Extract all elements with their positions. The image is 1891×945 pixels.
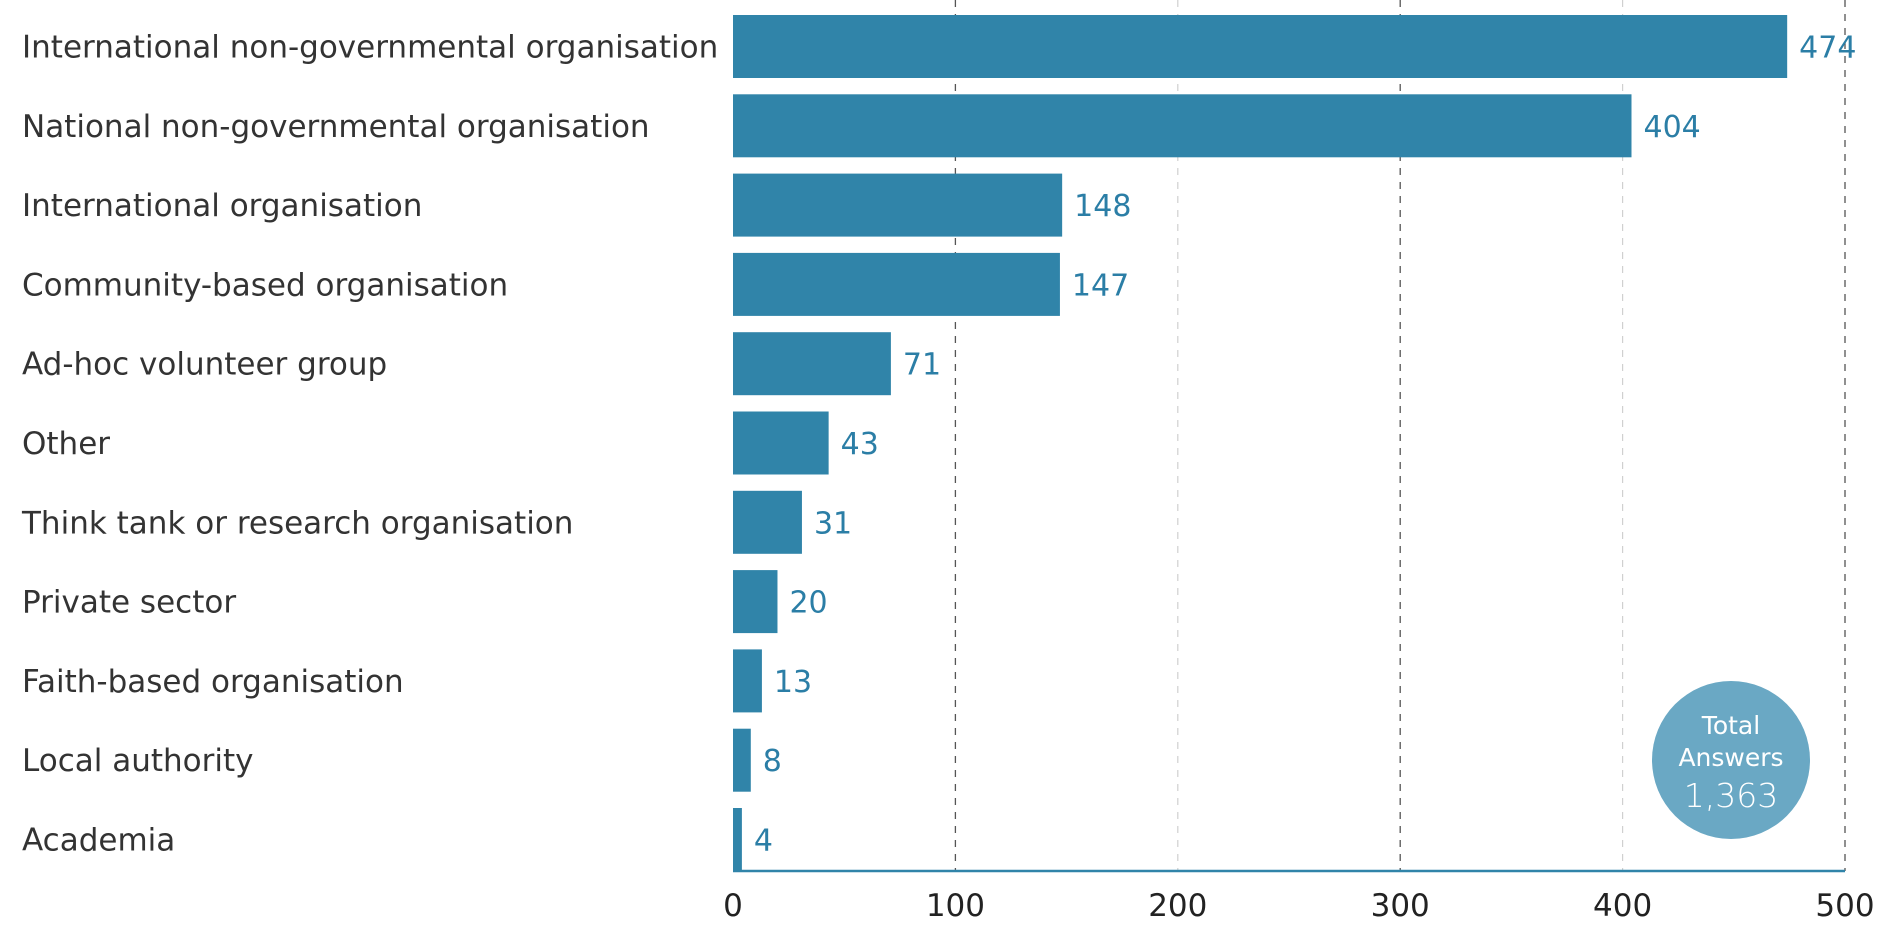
category-labels: International non-governmental organisat… <box>21 30 718 859</box>
total-answers-label-line2: Answers <box>1678 743 1783 772</box>
value-label-ad-hoc-volunteer-group: 71 <box>903 348 941 383</box>
total-answers-badge: Total Answers 1,363 <box>1652 681 1810 839</box>
total-answers-circle <box>1652 681 1810 839</box>
bar-community-based-organisation <box>733 252 1060 316</box>
x-tick-label-0: 0 <box>723 888 743 924</box>
value-label-think-tank-or-research-organisation: 31 <box>814 506 852 541</box>
bar-ad-hoc-volunteer-group <box>733 332 891 396</box>
bar-other <box>733 411 829 475</box>
category-label-local-authority: Local authority <box>22 743 253 779</box>
x-axis: 0 100 200 300 400 500 <box>723 869 1875 924</box>
value-label-international-organisation: 148 <box>1074 189 1131 224</box>
category-label-international-non-governmental-organisation: International non-governmental organisat… <box>22 30 718 66</box>
value-label-academia: 4 <box>754 824 773 859</box>
category-label-academia: Academia <box>22 823 175 859</box>
value-label-local-authority: 8 <box>763 744 782 779</box>
x-tick-label-200: 200 <box>1148 888 1207 924</box>
x-tick-label-100: 100 <box>926 888 985 924</box>
value-label-community-based-organisation: 147 <box>1072 268 1129 303</box>
bar-academia <box>733 808 742 871</box>
bar-think-tank-or-research-organisation <box>733 490 802 554</box>
bar-faith-based-organisation <box>733 649 762 713</box>
x-tick-label-400: 400 <box>1593 888 1652 924</box>
value-label-faith-based-organisation: 13 <box>774 665 812 700</box>
category-label-think-tank-or-research-organisation: Think tank or research organisation <box>21 505 573 541</box>
bar-local-authority <box>733 728 751 792</box>
category-label-national-non-governmental-organisation: National non-governmental organisation <box>22 109 650 145</box>
bar-private-sector <box>733 570 778 634</box>
bar-international-non-governmental-organisation <box>733 15 1788 78</box>
bar-international-organisation <box>733 173 1063 237</box>
bars <box>733 15 1788 871</box>
value-label-international-non-governmental-organisation: 474 <box>1799 31 1856 66</box>
category-label-other: Other <box>22 426 110 462</box>
category-label-private-sector: Private sector <box>22 585 236 621</box>
total-answers-label-line1: Total <box>1701 711 1760 740</box>
bar-national-non-governmental-organisation <box>733 94 1632 158</box>
category-label-ad-hoc-volunteer-group: Ad-hoc volunteer group <box>22 347 387 383</box>
value-labels: 474 404 148 147 71 43 31 20 13 8 4 <box>754 31 1857 859</box>
x-tick-label-300: 300 <box>1371 888 1430 924</box>
value-label-other: 43 <box>841 427 879 462</box>
value-label-national-non-governmental-organisation: 404 <box>1643 110 1700 145</box>
category-label-international-organisation: International organisation <box>22 188 422 224</box>
category-label-faith-based-organisation: Faith-based organisation <box>22 664 404 700</box>
x-tick-label-500: 500 <box>1815 888 1874 924</box>
value-label-private-sector: 20 <box>789 586 827 621</box>
category-label-community-based-organisation: Community-based organisation <box>22 267 508 303</box>
total-answers-value: 1,363 <box>1684 776 1778 815</box>
